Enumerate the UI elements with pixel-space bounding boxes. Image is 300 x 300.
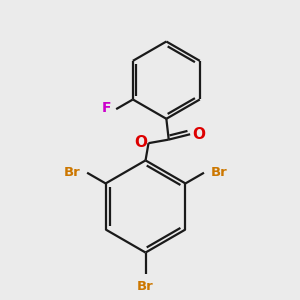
Text: F: F — [101, 100, 111, 115]
Text: Br: Br — [137, 280, 154, 293]
Text: Br: Br — [211, 166, 227, 179]
Text: O: O — [192, 127, 205, 142]
Text: O: O — [135, 135, 148, 150]
Text: Br: Br — [64, 166, 81, 179]
